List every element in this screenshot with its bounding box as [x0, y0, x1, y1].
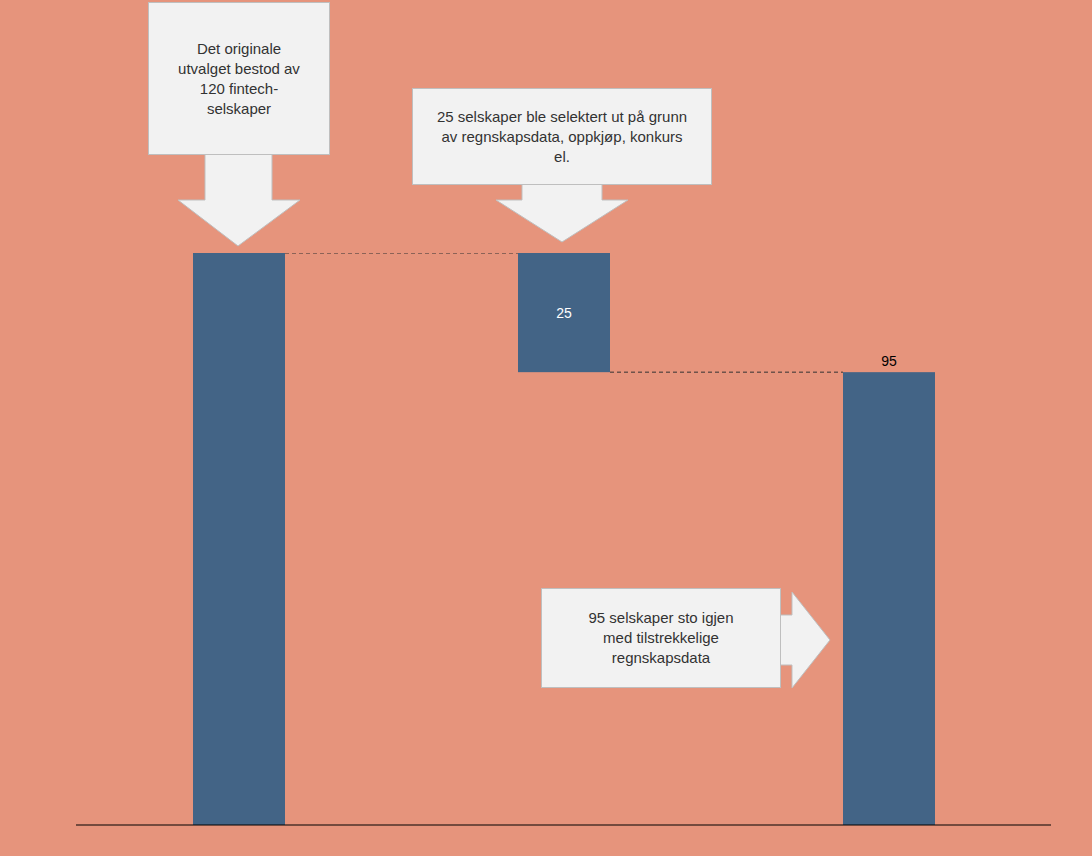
html-text:95 selskaper sto igjen med til: 95 selskaper sto igjen med tilstrekkelig… — [588, 609, 734, 666]
svg-text:25: 25 — [556, 305, 572, 321]
html-text:25 selskaper ble selektert ut: 25 selskaper ble selektert ut på grunn a… — [436, 107, 688, 165]
html-text:Det originale utvalget bestod: Det originale utvalget bestod av 120 fin… — [178, 39, 300, 117]
svg-text:95: 95 — [881, 353, 897, 369]
